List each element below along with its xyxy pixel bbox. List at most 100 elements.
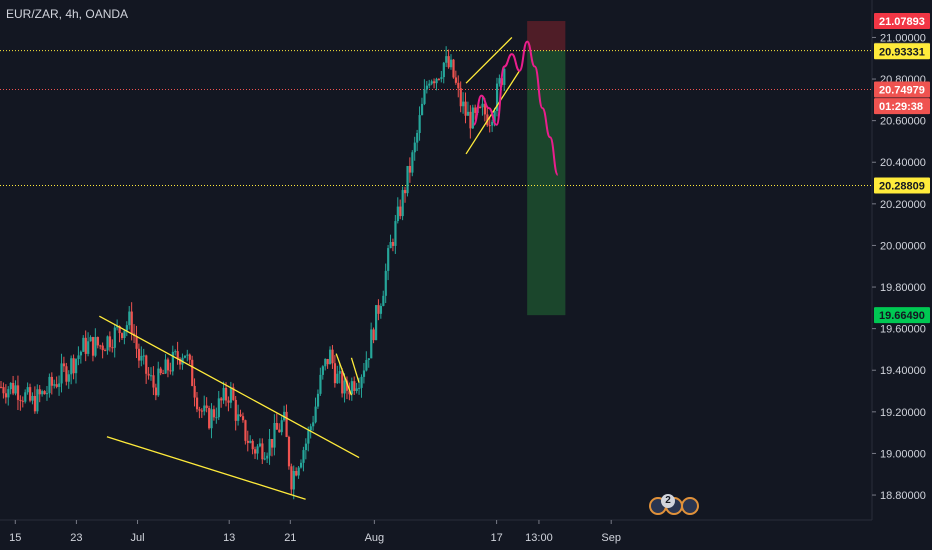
trendline[interactable] <box>106 436 306 500</box>
candle-body <box>374 305 378 341</box>
candle-body <box>14 385 17 394</box>
price-label-box[interactable] <box>874 98 930 115</box>
candle-body <box>329 349 332 365</box>
candle-body <box>82 337 85 352</box>
candle-body <box>309 426 312 431</box>
candle-body <box>174 351 177 353</box>
candle-body <box>234 399 237 421</box>
candle-body <box>447 56 450 68</box>
candle-body <box>324 358 327 367</box>
candle-body <box>275 422 279 430</box>
price-label-text: 21.07893 <box>879 16 925 28</box>
y-tick-label: 18.80000 <box>880 490 926 502</box>
candle-body <box>389 241 392 249</box>
x-tick-label: 17 <box>490 532 502 544</box>
candle-body <box>273 422 276 448</box>
candle-body <box>355 388 358 391</box>
candle-body <box>154 387 158 396</box>
candle-body <box>452 59 455 78</box>
candle-body <box>212 409 216 418</box>
candle-body <box>41 391 44 395</box>
candle-body <box>287 436 291 467</box>
price-label-box[interactable] <box>874 43 930 60</box>
candle-body <box>474 107 477 113</box>
trendline[interactable] <box>350 357 360 383</box>
candle-body <box>384 270 387 296</box>
candle-body <box>283 411 286 421</box>
candle-body <box>74 359 78 374</box>
trendline[interactable] <box>465 36 513 84</box>
candle-body <box>208 407 211 429</box>
candle-body <box>268 438 271 456</box>
candle-body <box>401 190 404 217</box>
candle-body <box>503 68 506 85</box>
candle-body <box>249 440 252 443</box>
candle-body <box>416 132 419 143</box>
candle-body <box>227 400 230 403</box>
candle-body <box>319 374 322 394</box>
candle-body <box>217 398 220 418</box>
candle-body <box>360 376 363 388</box>
price-label-box[interactable] <box>874 307 930 324</box>
candle-body <box>307 430 310 444</box>
candle-body <box>266 455 269 459</box>
stop-loss-zone[interactable] <box>527 21 566 51</box>
candle-body <box>382 295 385 306</box>
candle-body <box>137 348 141 361</box>
trendline[interactable] <box>465 70 521 155</box>
candle-body <box>454 77 458 83</box>
candle-body <box>435 78 438 84</box>
candle-body <box>179 358 182 365</box>
price-label-text: 20.74979 <box>879 84 925 96</box>
candle-body <box>358 387 361 389</box>
take-profit-zone[interactable] <box>527 50 566 316</box>
price-label-box[interactable] <box>874 81 930 98</box>
candle-body <box>285 411 288 437</box>
candle-body <box>72 358 75 374</box>
candle-body <box>4 393 8 398</box>
candle-body <box>408 165 412 173</box>
candle-body <box>404 190 407 194</box>
candle-body <box>413 142 416 153</box>
candle-body <box>118 326 121 334</box>
trendline[interactable] <box>99 315 360 459</box>
candle-body <box>270 438 274 448</box>
trendline[interactable] <box>335 353 353 396</box>
event-icon[interactable] <box>681 497 699 515</box>
candle-body <box>423 89 426 104</box>
candle-body <box>43 391 46 395</box>
y-tick-label: 19.40000 <box>880 365 926 377</box>
candle-body <box>425 85 429 90</box>
candle-body <box>70 358 73 375</box>
candle-body <box>314 406 317 423</box>
candle-body <box>140 355 143 361</box>
price-label-text: 20.93331 <box>879 46 925 58</box>
candle-body <box>341 371 344 394</box>
candle-body <box>89 337 92 342</box>
candle-body <box>459 88 462 107</box>
candle-body <box>152 375 155 388</box>
candle-body <box>488 125 491 127</box>
candle-body <box>237 414 240 421</box>
candle-body <box>232 387 235 400</box>
candle-body <box>437 78 441 80</box>
candle-body <box>263 458 266 460</box>
candle-body <box>406 165 409 194</box>
candle-body <box>145 355 148 374</box>
candle-body <box>394 221 397 246</box>
x-tick-label: Sep <box>601 532 621 544</box>
price-label-box[interactable] <box>874 177 930 194</box>
event-badges[interactable]: 2 <box>649 494 701 520</box>
candle-body <box>464 101 467 116</box>
projection-path[interactable] <box>472 40 559 176</box>
y-tick-label: 20.60000 <box>880 116 926 128</box>
candle-body <box>246 440 249 443</box>
candle-body <box>331 349 334 364</box>
candle-body <box>345 380 349 391</box>
candle-body <box>0 386 3 388</box>
candle-body <box>483 103 487 115</box>
candle-body <box>418 115 421 133</box>
candle-body <box>96 337 99 346</box>
price-label-box[interactable] <box>874 13 930 30</box>
